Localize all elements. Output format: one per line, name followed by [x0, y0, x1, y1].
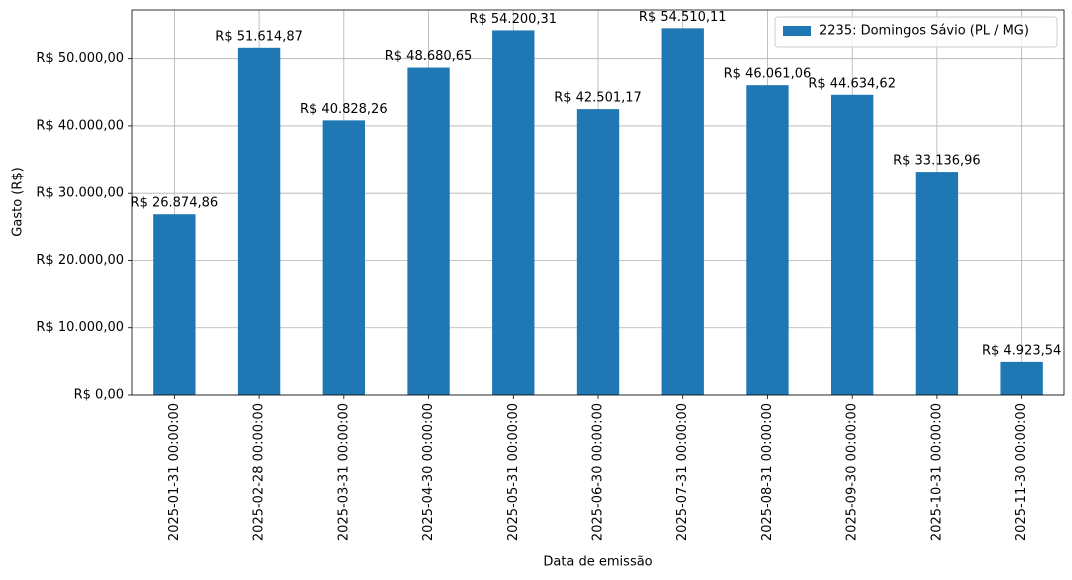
y-tick-label: R$ 40.000,00: [36, 118, 124, 133]
bar: [915, 172, 959, 395]
y-axis-label: Gasto (R$): [11, 167, 26, 236]
x-tick-label: 2025-06-30 00:00:00: [591, 403, 606, 541]
bar: [746, 85, 789, 395]
bar: [237, 47, 281, 395]
bar: [661, 28, 704, 396]
x-tick-label: 2025-08-31 00:00:00: [760, 403, 775, 541]
data-label: R$ 44.634,62: [808, 76, 896, 91]
bar: [576, 109, 620, 396]
x-tick-label: 2025-09-30 00:00:00: [845, 403, 860, 541]
legend-box: [774, 16, 1058, 48]
bar: [492, 30, 535, 395]
data-label: R$ 26.874,86: [131, 196, 219, 211]
y-tick-label: R$ 0,00: [74, 388, 124, 403]
data-label: R$ 42.501,17: [554, 91, 642, 106]
y-tick-label: R$ 50.000,00: [36, 51, 124, 66]
x-tick-label: 2025-10-31 00:00:00: [929, 403, 944, 541]
x-tick-label: 2025-07-31 00:00:00: [675, 403, 690, 541]
x-tick-label: 2025-05-31 00:00:00: [506, 403, 521, 541]
bar: [407, 67, 450, 396]
bar: [1000, 361, 1043, 395]
data-label: R$ 48.680,65: [385, 49, 473, 64]
x-axis-label: Data de emissão: [543, 555, 652, 570]
bar: [322, 120, 365, 395]
data-label: R$ 40.828,26: [300, 102, 388, 117]
plot-frame: [131, 9, 1065, 396]
data-label: R$ 54.510,11: [639, 10, 727, 25]
x-tick-label: 2025-11-30 00:00:00: [1014, 403, 1029, 541]
x-tick-label: 2025-01-31 00:00:00: [167, 403, 182, 541]
y-tick-label: R$ 10.000,00: [36, 320, 124, 335]
y-tick-label: R$ 30.000,00: [36, 186, 124, 201]
x-tick-label: 2025-03-31 00:00:00: [336, 403, 351, 541]
legend-swatch: [783, 26, 811, 36]
data-label: R$ 4.923,54: [982, 343, 1061, 358]
data-label: R$ 51.614,87: [215, 29, 303, 44]
legend-label: 2235: Domingos Sávio (PL / MG): [819, 24, 1029, 39]
y-tick-label: R$ 20.000,00: [36, 253, 124, 268]
x-tick-label: 2025-04-30 00:00:00: [421, 403, 436, 541]
data-label: R$ 46.061,06: [724, 67, 812, 82]
bar: [831, 94, 874, 395]
bar: [153, 214, 196, 395]
data-label: R$ 33.136,96: [893, 154, 981, 169]
data-label: R$ 54.200,31: [469, 12, 557, 27]
x-tick-label: 2025-02-28 00:00:00: [252, 403, 267, 541]
